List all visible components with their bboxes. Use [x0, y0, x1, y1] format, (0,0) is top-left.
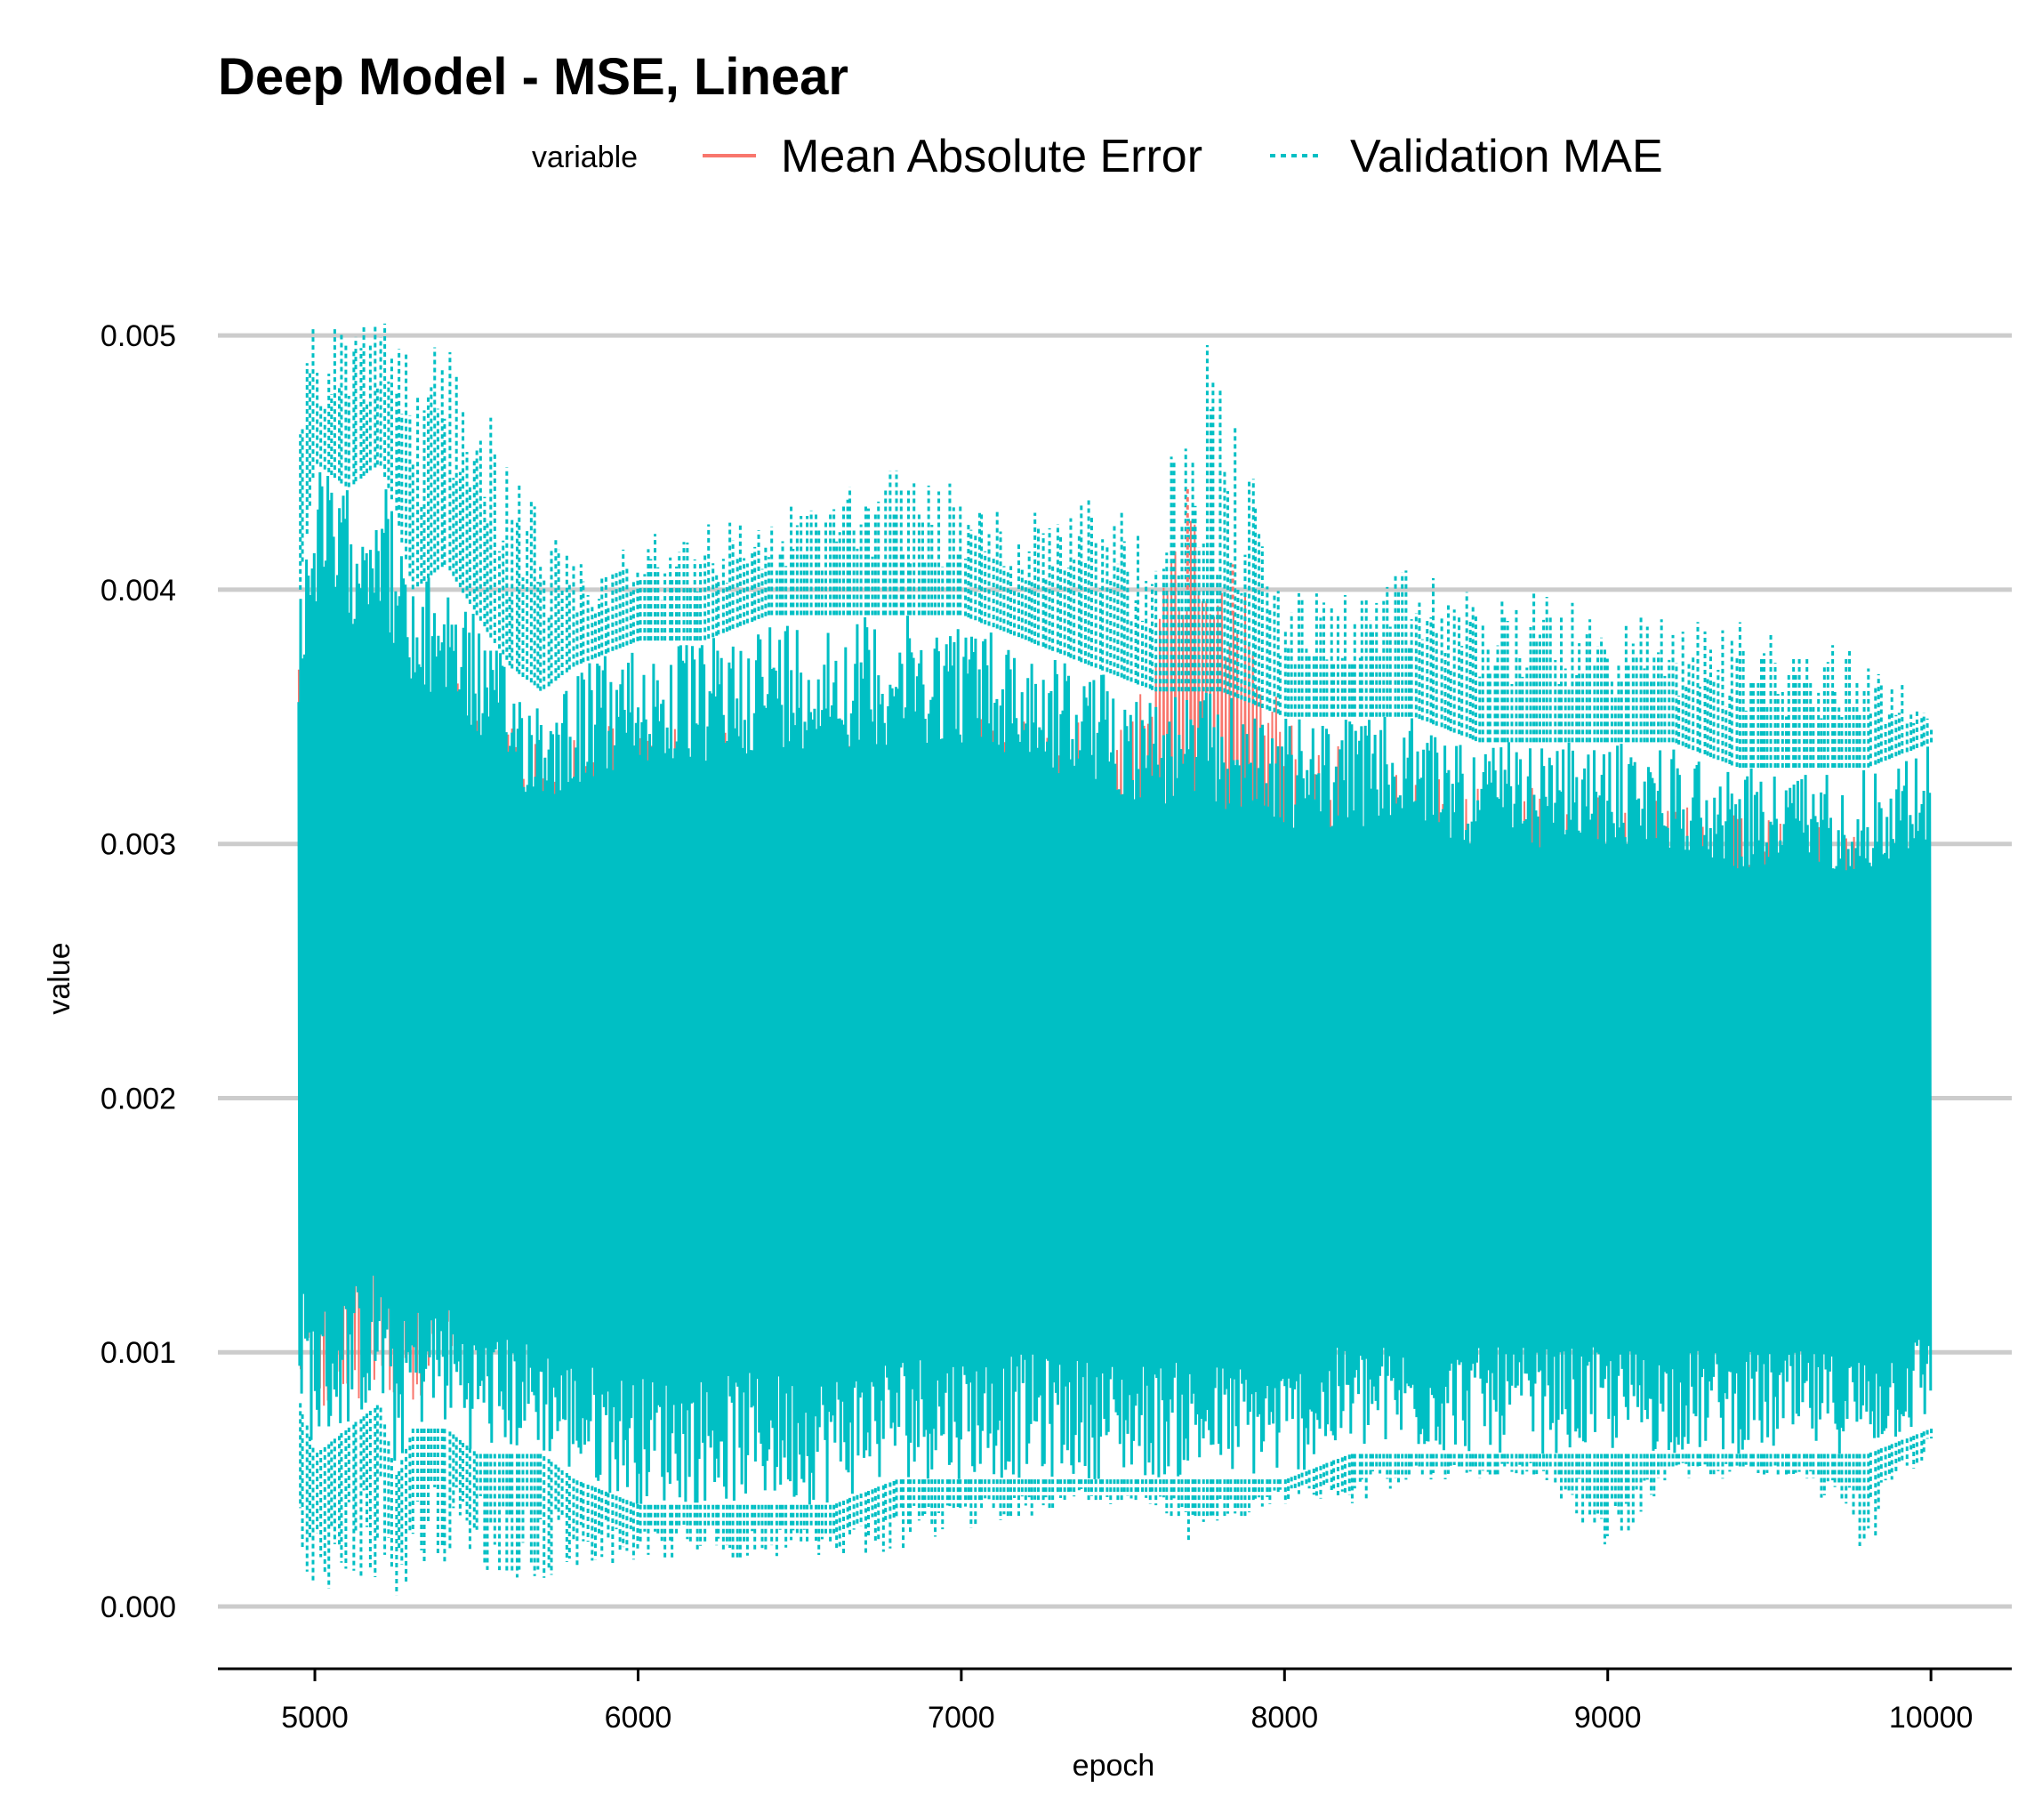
- y-tick-label: 0.004: [100, 574, 176, 608]
- x-tick-label: 7000: [928, 1701, 995, 1735]
- x-tick-label: 5000: [281, 1701, 349, 1735]
- y-axis-label: value: [43, 942, 76, 1014]
- x-axis-label: epoch: [1073, 1749, 1155, 1783]
- x-axis: 5000 6000 7000 8000 9000 10000: [218, 1667, 2012, 1735]
- y-tick-label: 0.001: [100, 1336, 176, 1370]
- x-tick-label: 6000: [605, 1701, 672, 1735]
- x-tick-label: 9000: [1574, 1701, 1642, 1735]
- series-validation-mae-spikes: [299, 323, 1933, 1596]
- y-axis: 0.000 0.001 0.002 0.003 0.004 0.005: [100, 319, 176, 1624]
- chart-title: Deep Model - MSE, Linear: [218, 48, 848, 106]
- legend-title: variable: [532, 141, 638, 174]
- y-tick-label: 0.003: [100, 828, 176, 862]
- y-tick-label: 0.000: [100, 1590, 176, 1624]
- legend: variable Mean Absolute Error Validation …: [532, 131, 1663, 182]
- x-tick-label: 8000: [1250, 1701, 1318, 1735]
- y-tick-label: 0.005: [100, 319, 176, 353]
- series-validation-mae-core: [297, 471, 1933, 1505]
- legend-label-mean-absolute-error: Mean Absolute Error: [781, 131, 1202, 182]
- plot-area: [297, 323, 1933, 1596]
- x-tick-label: 10000: [1889, 1701, 1974, 1735]
- y-tick-label: 0.002: [100, 1082, 176, 1115]
- legend-label-validation-mae: Validation MAE: [1350, 131, 1663, 182]
